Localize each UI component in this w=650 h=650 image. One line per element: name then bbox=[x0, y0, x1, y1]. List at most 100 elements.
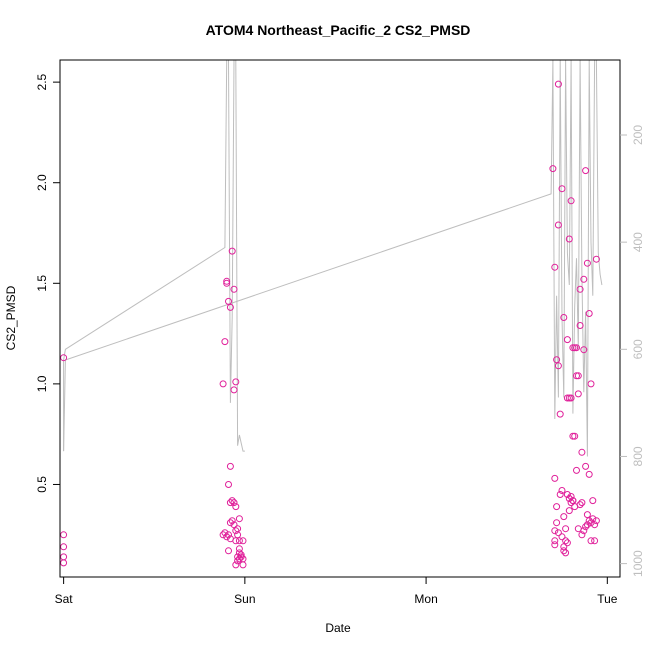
data-point bbox=[554, 362, 562, 370]
data-point bbox=[551, 541, 559, 549]
data-point bbox=[237, 553, 245, 561]
data-point bbox=[223, 277, 231, 285]
data-point bbox=[228, 517, 236, 525]
data-point bbox=[583, 511, 591, 519]
data-point bbox=[60, 559, 68, 567]
x-tick-label: Mon bbox=[414, 592, 437, 606]
data-point bbox=[239, 561, 247, 569]
data-point bbox=[558, 533, 566, 541]
data-point bbox=[226, 499, 234, 507]
data-point bbox=[553, 519, 561, 527]
data-point bbox=[219, 380, 227, 388]
data-point bbox=[565, 507, 573, 515]
data-point bbox=[221, 529, 229, 537]
x-tick-label: Sat bbox=[55, 592, 74, 606]
data-point bbox=[571, 432, 579, 440]
right-tick-label: 400 bbox=[631, 232, 645, 252]
data-point bbox=[232, 561, 240, 569]
data-point bbox=[563, 336, 571, 344]
data-point bbox=[230, 386, 238, 394]
data-point bbox=[553, 356, 561, 364]
right-axis: 200 400 600 800 1000 bbox=[620, 125, 645, 577]
data-point bbox=[225, 297, 232, 305]
data-point bbox=[576, 285, 584, 293]
data-point bbox=[591, 537, 599, 545]
right-tick-label: 200 bbox=[631, 125, 645, 145]
data-point bbox=[551, 263, 559, 271]
data-point bbox=[230, 285, 238, 293]
data-point bbox=[239, 555, 247, 563]
data-point bbox=[223, 533, 231, 541]
right-tick-label: 600 bbox=[631, 339, 645, 359]
data-point bbox=[578, 499, 586, 507]
y-tick-label: 1.0 bbox=[35, 375, 49, 392]
data-point bbox=[239, 537, 247, 545]
data-point bbox=[235, 515, 243, 523]
data-point bbox=[228, 497, 236, 505]
data-point bbox=[574, 372, 582, 380]
data-point bbox=[225, 547, 232, 555]
data-point bbox=[582, 462, 590, 470]
data-point bbox=[563, 394, 571, 402]
data-point bbox=[583, 521, 591, 529]
data-point bbox=[563, 491, 571, 498]
data-point bbox=[582, 167, 590, 175]
data-point bbox=[228, 247, 236, 255]
data-point bbox=[230, 499, 238, 507]
data-point bbox=[558, 487, 566, 494]
data-point bbox=[565, 235, 573, 243]
data-point bbox=[578, 448, 586, 456]
depth-lines bbox=[63, 59, 603, 457]
data-point bbox=[583, 259, 591, 267]
data-point bbox=[560, 314, 568, 321]
data-point bbox=[551, 474, 559, 482]
data-point bbox=[219, 531, 227, 539]
right-tick-label: 800 bbox=[631, 446, 645, 466]
data-point bbox=[60, 531, 68, 539]
right-tick-label: 1000 bbox=[631, 550, 645, 577]
data-point bbox=[232, 378, 240, 386]
data-point bbox=[560, 513, 568, 521]
data-point bbox=[556, 410, 564, 418]
data-point bbox=[585, 310, 593, 317]
data-point bbox=[592, 517, 600, 525]
data-point bbox=[235, 549, 243, 557]
data-point bbox=[232, 527, 240, 535]
data-point bbox=[576, 501, 584, 509]
data-point bbox=[553, 503, 561, 511]
data-point bbox=[226, 519, 234, 527]
data-point bbox=[574, 390, 582, 398]
data-point bbox=[554, 221, 562, 229]
y-axis: 0.5 1.0 1.5 2.0 2.5 bbox=[35, 73, 60, 493]
x-tick-label: Sun bbox=[234, 592, 255, 606]
data-point bbox=[560, 547, 568, 555]
data-point bbox=[226, 462, 234, 470]
plot-frame bbox=[59, 59, 621, 578]
data-point bbox=[556, 491, 564, 498]
x-axis: Sat Sun Mon Tue bbox=[55, 577, 618, 606]
data-point bbox=[237, 551, 245, 559]
data-point bbox=[567, 197, 575, 205]
data-point bbox=[562, 549, 570, 557]
data-point bbox=[234, 525, 242, 533]
data-point bbox=[580, 527, 588, 535]
data-point bbox=[551, 527, 559, 535]
data-point bbox=[580, 346, 588, 354]
depth-line-1 bbox=[63, 359, 66, 452]
data-point bbox=[235, 545, 243, 553]
data-point bbox=[232, 503, 240, 511]
data-point bbox=[551, 537, 559, 545]
y-tick-label: 0.5 bbox=[35, 476, 49, 493]
data-point bbox=[587, 380, 595, 388]
data-point bbox=[221, 338, 229, 346]
depth-line-2 bbox=[65, 59, 603, 457]
data-point bbox=[563, 539, 571, 547]
data-point bbox=[585, 517, 593, 525]
data-point bbox=[587, 537, 595, 545]
data-point bbox=[60, 553, 68, 561]
y-tick-label: 2.0 bbox=[35, 174, 49, 191]
depth-line-0 bbox=[63, 59, 245, 452]
data-point bbox=[60, 354, 68, 362]
data-point bbox=[567, 394, 575, 402]
